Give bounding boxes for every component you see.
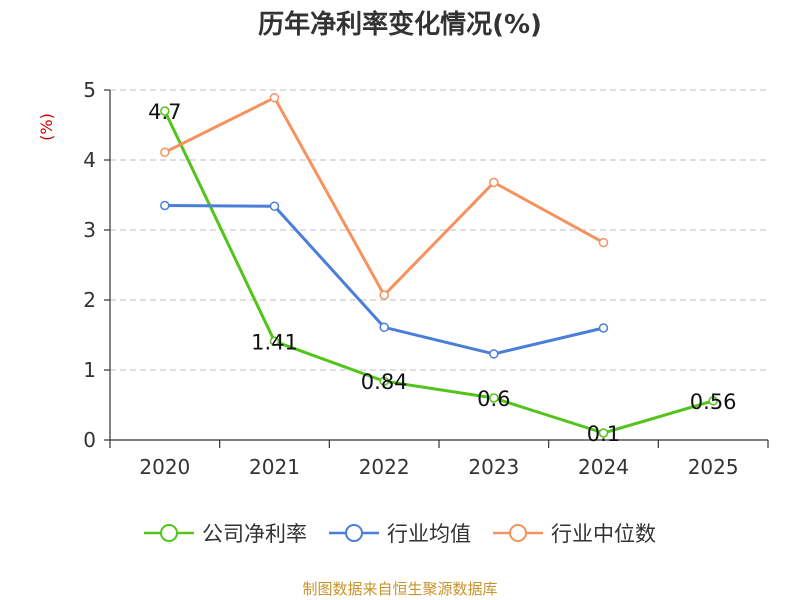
series-line — [164, 96, 605, 297]
legend-item[interactable]: 公司净利率 — [144, 518, 307, 548]
data-point — [160, 147, 170, 158]
data-label: 0.6 — [477, 387, 510, 411]
series-line — [163, 110, 714, 435]
series-lines — [160, 92, 718, 438]
legend-item[interactable]: 行业中位数 — [493, 518, 656, 548]
legend-marker-icon — [144, 524, 194, 542]
x-tick-label: 2021 — [249, 455, 300, 479]
legend-label: 行业均值 — [387, 522, 471, 546]
x-tick-label: 2025 — [688, 455, 739, 479]
y-tick-label: 2 — [83, 288, 96, 312]
data-point — [160, 200, 170, 211]
data-label: 0.56 — [690, 390, 737, 414]
data-point — [489, 349, 499, 359]
data-point — [598, 428, 609, 438]
line-chart: 0 1 2 3 4 5 2020 2021 2022 2023 2024 2025 4.7 1.41 0.… — [37, 78, 769, 479]
data-point — [379, 322, 389, 333]
source-footer: 制图数据来自恒生聚源数据库 — [302, 580, 498, 598]
y-tick-label: 5 — [83, 78, 96, 102]
legend: 公司净利率 行业均值 行业中位数 — [0, 518, 800, 548]
data-point — [598, 323, 609, 333]
legend-label: 行业中位数 — [551, 522, 656, 546]
data-label: 0.84 — [361, 370, 408, 394]
data-point — [598, 237, 609, 248]
data-point — [708, 396, 718, 406]
data-point — [379, 376, 389, 386]
y-tick-label: 1 — [83, 358, 96, 382]
data-point — [269, 92, 280, 103]
data-point — [489, 393, 499, 403]
legend-marker-icon — [329, 524, 379, 542]
data-label: 1.41 — [251, 330, 298, 354]
axes: 0 1 2 3 4 5 2020 2021 2022 2023 2024 2025 — [83, 78, 769, 479]
data-label: 4.7 — [148, 100, 181, 124]
legend-label: 公司净利率 — [202, 522, 307, 546]
data-label: 0.1 — [587, 422, 620, 446]
chart-title: 历年净利率变化情况(%) — [258, 10, 542, 40]
data-point — [269, 336, 280, 347]
y-axis-title: (%) — [37, 113, 56, 141]
data-labels: 4.7 1.41 0.84 0.6 0.1 0.56 — [148, 100, 736, 446]
y-tick-label: 4 — [83, 148, 96, 172]
x-tick-label: 2020 — [139, 455, 190, 479]
x-tick-label: 2023 — [468, 455, 519, 479]
data-point — [269, 201, 280, 211]
data-point — [160, 106, 170, 116]
x-tick-label: 2022 — [359, 455, 410, 479]
x-tick-label: 2024 — [578, 455, 629, 479]
y-tick-label: 0 — [83, 428, 96, 452]
y-tick-label: 3 — [83, 218, 96, 242]
data-point — [379, 290, 389, 300]
legend-marker-icon — [493, 524, 543, 542]
data-point — [489, 177, 499, 188]
legend-item[interactable]: 行业均值 — [329, 518, 471, 548]
